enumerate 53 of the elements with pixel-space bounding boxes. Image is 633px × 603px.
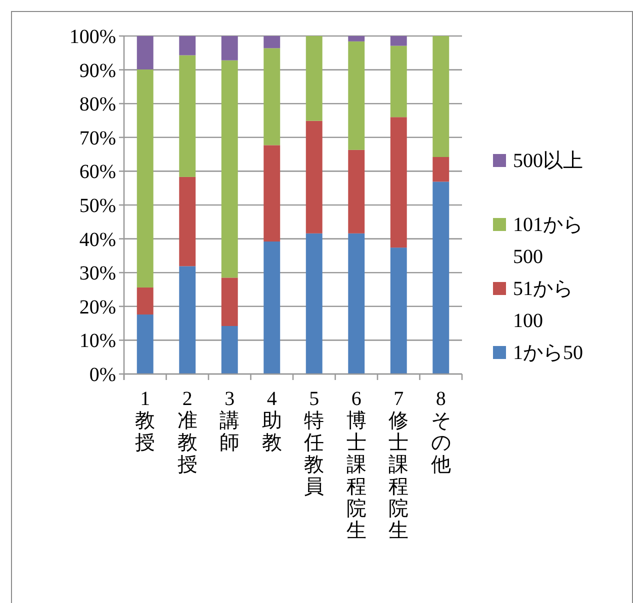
bar <box>221 60 238 278</box>
y-tick-label: 70% <box>79 127 116 150</box>
x-tick-label: 3講師 <box>220 388 240 454</box>
bar <box>432 36 450 158</box>
bar <box>348 41 365 150</box>
bar <box>136 314 154 374</box>
bar <box>390 117 407 248</box>
bar <box>432 157 450 182</box>
x-tick-label: 7修士課程院生 <box>388 388 409 542</box>
x-tick-label: 4助教 <box>262 388 282 454</box>
x-tick-label: 2准教授 <box>177 388 198 476</box>
y-tick-label: 30% <box>79 262 116 285</box>
y-tick-label: 80% <box>79 94 116 116</box>
legend-label: 101から500 <box>513 214 583 268</box>
y-tick-label: 0% <box>89 364 116 386</box>
bar <box>390 36 407 46</box>
bar <box>390 46 407 118</box>
legend-label: 1から50 <box>513 342 583 364</box>
bar <box>390 248 407 374</box>
bar <box>136 69 154 288</box>
bar <box>432 182 450 374</box>
y-tick-label: 90% <box>79 60 116 82</box>
bar <box>179 266 196 374</box>
bar <box>306 120 322 234</box>
bar <box>264 242 280 374</box>
bar <box>136 36 154 70</box>
bar <box>179 176 196 266</box>
bar <box>264 145 280 242</box>
y-tick-label: 60% <box>79 161 116 184</box>
bar <box>306 233 322 374</box>
legend-label: 500以上 <box>513 150 583 172</box>
bar <box>264 36 280 48</box>
y-tick-label: 100% <box>69 26 116 48</box>
bar <box>221 326 238 374</box>
y-tick-label: 50% <box>79 195 116 217</box>
x-tick-label: 5特任教員 <box>303 388 324 498</box>
bar <box>221 278 238 326</box>
bar <box>179 55 196 177</box>
bar <box>348 36 365 42</box>
bar <box>348 150 365 234</box>
x-tick-label: 8その他 <box>430 388 451 476</box>
bar <box>221 36 238 60</box>
x-tick-label: 6博士課程院生 <box>346 388 366 542</box>
bar <box>348 233 365 374</box>
bar <box>179 36 196 56</box>
y-tick-label: 40% <box>79 228 116 251</box>
y-tick-label: 20% <box>79 296 116 318</box>
bar <box>306 36 322 121</box>
bar <box>264 48 280 146</box>
x-tick-label: 1教授 <box>135 388 156 454</box>
y-tick-label: 10% <box>79 330 116 352</box>
bar <box>136 287 154 315</box>
legend-label: 51から100 <box>513 278 573 332</box>
